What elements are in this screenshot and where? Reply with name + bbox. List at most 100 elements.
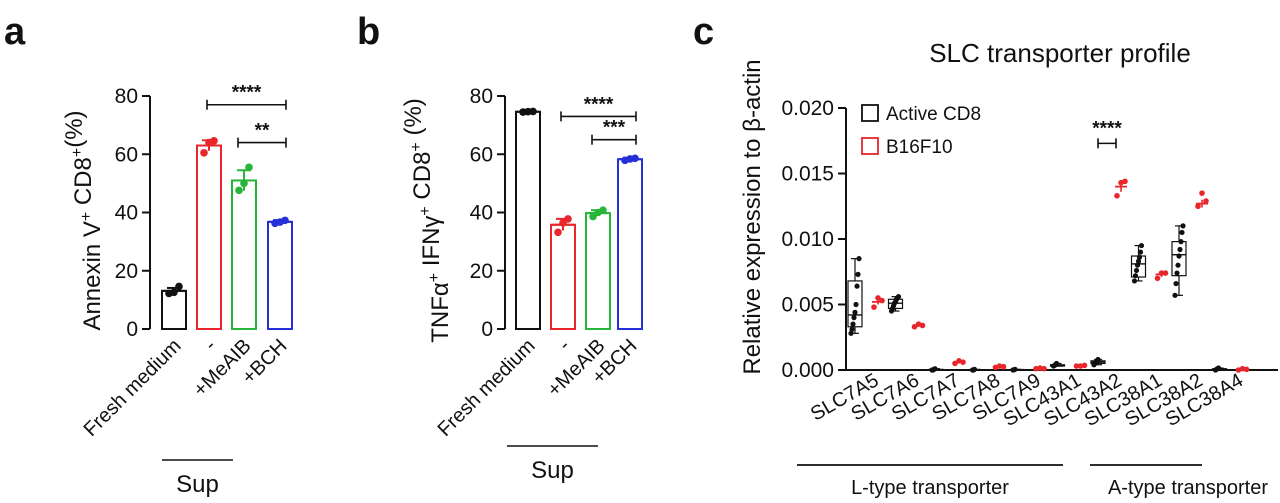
significance-label: ****	[584, 94, 614, 115]
cd8-point	[1178, 239, 1184, 245]
group-label: A-type transporter	[1108, 477, 1268, 499]
significance-label: ****	[232, 83, 262, 104]
ylabel-part1-text: Annexin V	[79, 221, 106, 330]
ylabel-part1-superscript: +	[426, 273, 443, 282]
cd8-point	[1174, 270, 1180, 276]
cd8-point	[1173, 280, 1179, 287]
y-tick-label: 40	[470, 202, 493, 225]
chart-c: SLC transporter profile 0.000 0.005 0.010 0.…	[739, 38, 1278, 499]
b16-point	[879, 297, 885, 304]
b16-point	[871, 304, 877, 310]
y-tick-label: 80	[115, 85, 138, 108]
b16-point	[1118, 179, 1124, 186]
cd8-point	[850, 321, 856, 327]
cd8-point	[856, 256, 862, 262]
data-point	[276, 218, 284, 226]
cd8-point	[895, 294, 902, 300]
y-tick-label: 80	[470, 85, 493, 108]
data-point	[245, 163, 253, 172]
cd8-point	[1215, 365, 1222, 371]
b16-point	[915, 321, 922, 327]
panel-letter-b: b	[357, 11, 380, 53]
cd8-point	[852, 309, 858, 315]
y-tick-label: 0	[481, 318, 493, 341]
significance-label: ****	[1092, 118, 1122, 139]
cd8-point	[1012, 366, 1018, 372]
y-axis-label: TNFα+ IFNγ+ CD8+ (%)	[400, 98, 454, 343]
bar-1	[550, 223, 576, 330]
cd8-point	[854, 283, 860, 289]
x-category-label: -	[554, 335, 574, 355]
ylabel-part1-text: TNFα	[427, 282, 454, 343]
legend-swatch	[861, 104, 879, 122]
data-point	[559, 219, 567, 227]
b16-point	[1199, 190, 1205, 196]
b16-point	[1114, 192, 1120, 199]
group-label: Sup	[176, 471, 219, 498]
panel-letter-c: c	[693, 11, 714, 53]
significance-label: ***	[603, 118, 626, 139]
legend-swatch	[861, 137, 879, 155]
chart-title: SLC transporter profile	[929, 38, 1191, 68]
box-iqr	[847, 280, 863, 328]
b16-point	[1203, 198, 1209, 204]
cd8-point	[1177, 246, 1183, 253]
legend-label: Active CD8	[886, 104, 981, 125]
cd8-point	[1176, 253, 1182, 259]
bar-1	[196, 144, 222, 330]
data-point	[170, 288, 178, 297]
data-point	[524, 107, 532, 116]
bar-2	[231, 179, 257, 330]
data-point	[200, 148, 208, 157]
significance-label: **	[255, 121, 270, 142]
cd8-point	[971, 366, 978, 372]
cd8-point	[1053, 360, 1060, 367]
y-axis-label: Annexin V+ CD8+(%)	[61, 110, 106, 330]
group-label: L-type transporter	[851, 477, 1009, 499]
cd8-point	[1179, 229, 1185, 236]
b16-point	[911, 323, 918, 330]
b16-point	[996, 363, 1003, 369]
group-label: Sup	[531, 457, 574, 484]
cd8-point	[1136, 254, 1143, 260]
cd8-point	[855, 271, 861, 277]
y-tick-label: 0.015	[781, 163, 834, 186]
y-tick-label: 20	[470, 260, 493, 283]
legend-label: B16F10	[886, 137, 953, 158]
cd8-point	[1134, 262, 1141, 268]
b16-point	[1073, 363, 1080, 369]
cd8-point	[848, 330, 854, 336]
x-category-label: Fresh medium	[434, 335, 540, 441]
data-point	[594, 208, 602, 217]
b16-point	[875, 295, 881, 301]
ylabel-part2-text: CD8	[70, 157, 97, 212]
ylabel-part2-superscript: +	[417, 206, 434, 215]
panel-letter-a: a	[4, 11, 26, 53]
b16-point	[1154, 275, 1161, 282]
cd8-point	[932, 366, 938, 372]
cd8-point	[1180, 223, 1186, 229]
bar-3	[617, 158, 643, 330]
cd8-point	[1172, 292, 1178, 298]
ylabel-part2-text: IFNγ	[418, 216, 445, 273]
ylabel-part3-superscript: +	[408, 142, 425, 151]
y-tick-label: 40	[115, 202, 138, 225]
b16-point	[952, 360, 958, 367]
cd8-point	[1137, 249, 1144, 255]
bar-3	[267, 220, 293, 331]
b16-point	[1158, 270, 1165, 276]
x-category-label: -	[200, 335, 220, 355]
y-axis-label: Relative expression to β-actin	[739, 59, 766, 374]
ylabel-part1-superscript: +	[78, 212, 95, 221]
cd8-point	[1135, 258, 1142, 264]
ylabel-part2-superscript: +	[69, 148, 86, 157]
data-point	[240, 179, 248, 188]
b16-point	[1077, 363, 1084, 369]
y-tick-label: 0.000	[781, 359, 834, 382]
cd8-point	[853, 301, 859, 308]
data-point	[554, 228, 562, 237]
y-tick-label: 0.020	[781, 97, 834, 120]
